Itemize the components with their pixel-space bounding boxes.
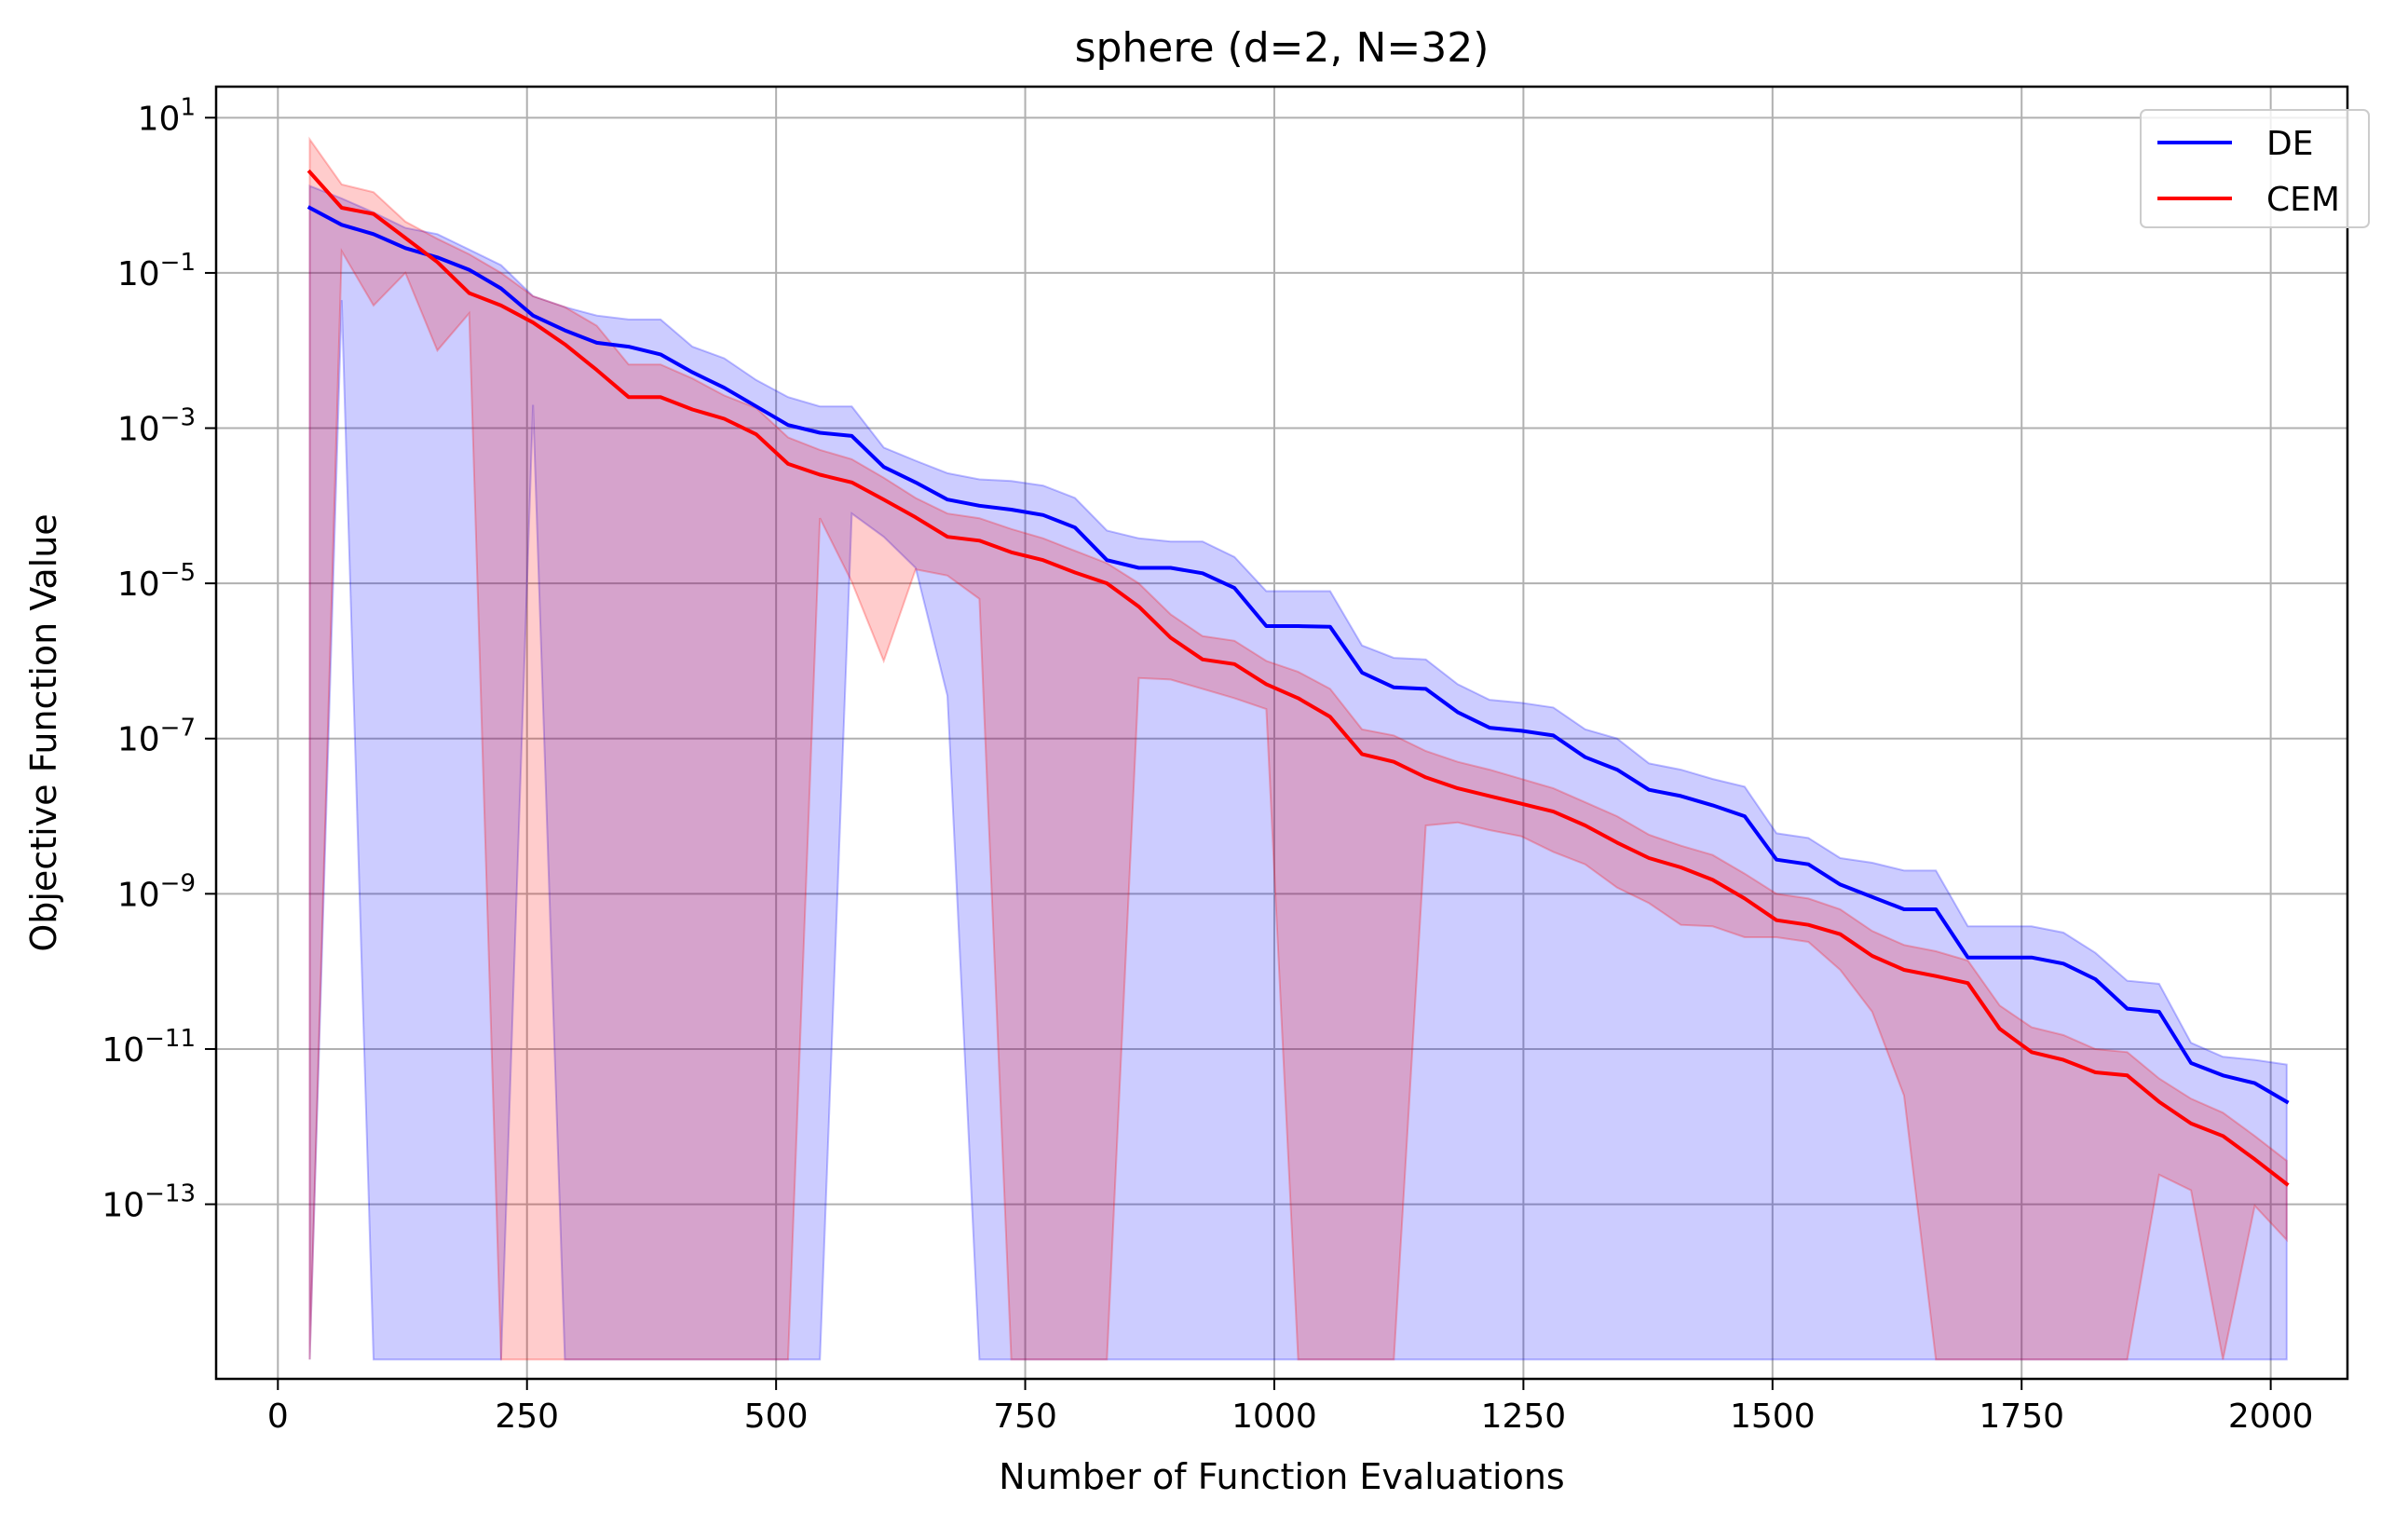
- x-tick-label: 1750: [1979, 1397, 2064, 1436]
- cem-line: [306, 169, 2290, 1187]
- legend-label-cem: CEM: [2266, 181, 2340, 219]
- y-tick-label: 10−7: [117, 715, 196, 759]
- y-tick-label: 10−3: [117, 404, 196, 449]
- x-tick-label: 0: [267, 1397, 289, 1436]
- de-line: [306, 205, 2290, 1105]
- y-axis-label: Objective Function Value: [23, 513, 64, 951]
- line-layer: [306, 169, 2290, 1187]
- legend: DE CEM: [2140, 109, 2370, 228]
- y-tick-label: 10−5: [117, 559, 196, 604]
- x-tick-label: 500: [744, 1397, 809, 1436]
- axes-frame: [214, 85, 2349, 1381]
- tick-layer: 0 250 500 750 1000 1250 1500 1750 2000 101 10−1 10−…: [102, 93, 2313, 1436]
- x-tick-label: 1500: [1730, 1397, 1816, 1436]
- grid-layer: [216, 87, 2347, 1379]
- y-tick-label: 101: [138, 93, 196, 138]
- chart-title: sphere (d=2, N=32): [1075, 24, 1490, 72]
- y-tick-label: 10−13: [102, 1180, 196, 1225]
- legend-label-de: DE: [2266, 125, 2313, 163]
- cem-band: [308, 136, 2288, 1361]
- x-axis-label: Number of Function Evaluations: [999, 1456, 1564, 1497]
- band-layer: [308, 136, 2288, 1361]
- y-tick-label: 10−11: [102, 1025, 196, 1070]
- x-tick-label: 750: [993, 1397, 1057, 1436]
- x-tick-label: 2000: [2228, 1397, 2314, 1436]
- de-band: [308, 184, 2288, 1361]
- y-tick-label: 10−9: [117, 869, 196, 914]
- x-tick-label: 1250: [1481, 1397, 1567, 1436]
- y-tick-label: 10−1: [117, 249, 196, 293]
- x-tick-label: 250: [495, 1397, 559, 1436]
- x-tick-label: 1000: [1231, 1397, 1317, 1436]
